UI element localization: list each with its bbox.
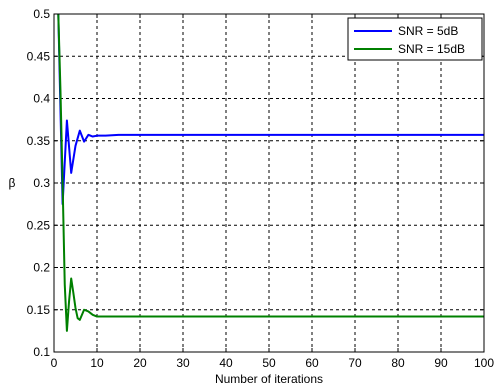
series-layer	[57, 13, 484, 332]
x-tick-label: 50	[262, 356, 276, 370]
x-tick-label: 40	[219, 356, 233, 370]
x-tick-label: 70	[348, 356, 362, 370]
y-tick-label: 0.35	[27, 134, 51, 148]
y-tick-label: 0.3	[33, 176, 50, 190]
grid-lines	[54, 14, 484, 352]
legend-label-snr-15db: SNR = 15dB	[398, 42, 465, 56]
x-tick-label: 0	[51, 356, 58, 370]
x-axis-label: Number of iterations	[215, 372, 323, 386]
legend-label-snr-5db: SNR = 5dB	[398, 24, 458, 38]
legend: SNR = 5dB SNR = 15dB	[347, 17, 483, 61]
series-line-0	[57, 13, 484, 206]
y-tick-label: 0.2	[33, 261, 50, 275]
x-tick-label: 60	[305, 356, 319, 370]
y-tick-label: 0.4	[33, 92, 50, 106]
axis-ticks: 0 10 20 30 40 50 60 70 80 90 100 0.1 0.15 0.2 0.25 0.3 0…	[27, 7, 494, 370]
y-tick-label: 0.5	[33, 7, 50, 21]
legend-box	[347, 17, 483, 61]
y-tick-label: 0.1	[33, 345, 50, 359]
x-tick-label: 30	[176, 356, 190, 370]
x-tick-label: 80	[391, 356, 405, 370]
y-tick-label: 0.25	[27, 218, 51, 232]
series-line-1	[57, 13, 484, 332]
y-axis-label: β	[9, 176, 16, 190]
x-tick-label: 100	[474, 356, 494, 370]
y-tick-label: 0.45	[27, 49, 51, 63]
x-tick-label: 90	[434, 356, 448, 370]
x-tick-label: 20	[133, 356, 147, 370]
y-tick-label: 0.15	[27, 303, 51, 317]
x-tick-label: 10	[90, 356, 104, 370]
